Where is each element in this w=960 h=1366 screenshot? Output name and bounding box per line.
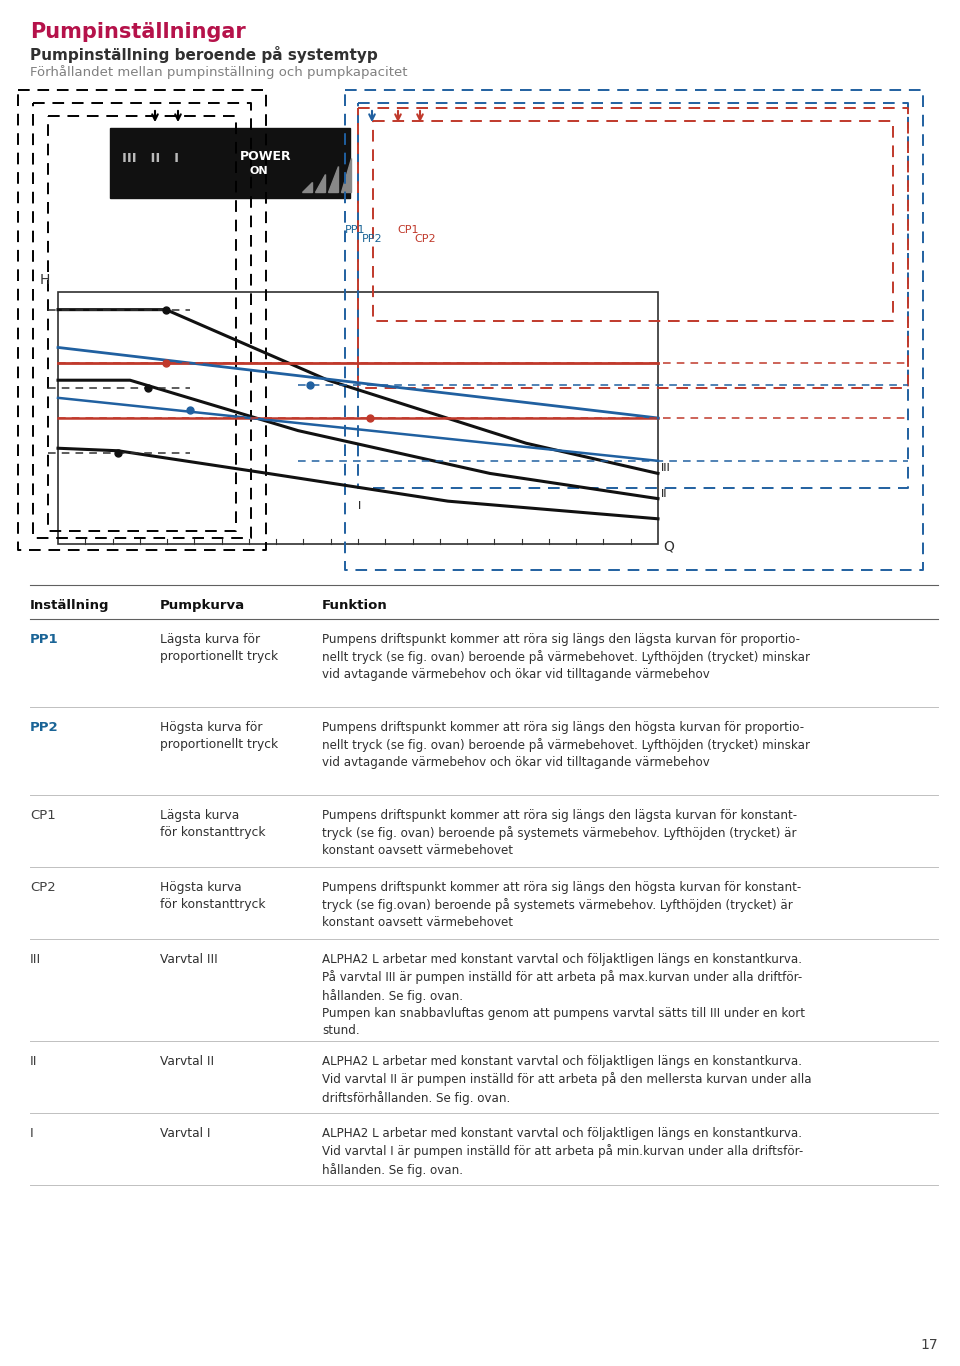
Text: Lägsta kurva
för konstanttryck: Lägsta kurva för konstanttryck [160, 809, 266, 839]
Text: Pumpinställning beroende på systemtyp: Pumpinställning beroende på systemtyp [30, 46, 377, 63]
Text: 17: 17 [921, 1339, 938, 1352]
Text: ALPHA2 L arbetar med konstant varvtal och följaktligen längs en konstantkurva.
V: ALPHA2 L arbetar med konstant varvtal oc… [322, 1055, 811, 1105]
Text: CP2: CP2 [30, 881, 56, 893]
Text: Pumpens driftspunkt kommer att röra sig längs den högsta kurvan för proportio-
n: Pumpens driftspunkt kommer att röra sig … [322, 721, 810, 769]
Text: ALPHA2 L arbetar med konstant varvtal och följaktligen längs en konstantkurva.
V: ALPHA2 L arbetar med konstant varvtal oc… [322, 1127, 804, 1176]
Text: Pumpens driftspunkt kommer att röra sig längs den lägsta kurvan för proportio-
n: Pumpens driftspunkt kommer att röra sig … [322, 632, 810, 682]
Text: Pumpinställningar: Pumpinställningar [30, 22, 246, 42]
Text: CP1: CP1 [30, 809, 56, 822]
Text: III   II   I: III II I [122, 153, 179, 165]
Text: Lägsta kurva för
proportionellt tryck: Lägsta kurva för proportionellt tryck [160, 632, 278, 663]
Polygon shape [341, 158, 351, 193]
Text: H: H [40, 273, 50, 287]
Text: Varvtal I: Varvtal I [160, 1127, 210, 1141]
Text: ALPHA2 L arbetar med konstant varvtal och följaktligen längs en konstantkurva.
P: ALPHA2 L arbetar med konstant varvtal oc… [322, 953, 805, 1037]
Text: POWER: POWER [240, 150, 292, 164]
Text: Funktion: Funktion [322, 600, 388, 612]
Text: III: III [661, 463, 671, 474]
Text: Varvtal II: Varvtal II [160, 1055, 214, 1068]
Text: Pumpkurva: Pumpkurva [160, 600, 245, 612]
Text: Förhållandet mellan pumpinställning och pumpkapacitet: Förhållandet mellan pumpinställning och … [30, 66, 407, 79]
Text: II: II [661, 489, 667, 499]
Text: I: I [30, 1127, 34, 1141]
Polygon shape [110, 128, 350, 198]
Text: CP1: CP1 [397, 225, 419, 235]
Text: Inställning: Inställning [30, 600, 109, 612]
Text: Pumpens driftspunkt kommer att röra sig längs den högsta kurvan för konstant-
tr: Pumpens driftspunkt kommer att röra sig … [322, 881, 802, 929]
Text: PP1: PP1 [345, 225, 366, 235]
Text: Pumpens driftspunkt kommer att röra sig längs den lägsta kurvan för konstant-
tr: Pumpens driftspunkt kommer att röra sig … [322, 809, 797, 858]
Text: CP2: CP2 [414, 234, 436, 245]
Polygon shape [328, 167, 338, 193]
Text: I: I [358, 501, 361, 511]
Polygon shape [302, 182, 312, 193]
Text: PP2: PP2 [30, 721, 59, 734]
Text: ON: ON [250, 167, 269, 176]
Text: Högsta kurva för
proportionellt tryck: Högsta kurva för proportionellt tryck [160, 721, 278, 751]
Text: Q: Q [663, 540, 674, 553]
Polygon shape [315, 173, 325, 193]
Text: Högsta kurva
för konstanttryck: Högsta kurva för konstanttryck [160, 881, 266, 911]
Text: Varvtal III: Varvtal III [160, 953, 218, 966]
Text: II: II [30, 1055, 37, 1068]
Text: PP1: PP1 [30, 632, 59, 646]
Text: PP2: PP2 [362, 234, 383, 245]
Text: III: III [30, 953, 41, 966]
